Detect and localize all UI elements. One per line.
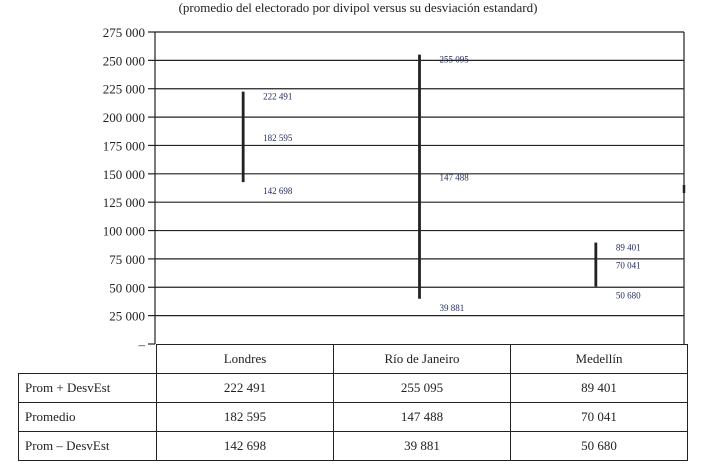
bar-value-label: 70 041	[616, 261, 641, 271]
bar-value-label: 182 595	[263, 133, 293, 143]
y-tick-label: 125 000	[103, 195, 145, 210]
table-header-cell: Medellín	[510, 344, 688, 374]
table-cell: 147 488	[333, 402, 511, 432]
bar-value-label: 39 881	[440, 303, 465, 313]
y-tick-label: 50 000	[109, 280, 145, 295]
table-corner	[18, 344, 157, 374]
y-tick-label: 200 000	[103, 110, 145, 125]
y-tick-label: 175 000	[103, 138, 145, 153]
table-row: Promedio 182 595 147 488 70 041	[18, 402, 688, 432]
y-tick-label: 100 000	[103, 224, 145, 239]
table-cell: 70 041	[510, 402, 688, 432]
bar-value-label: 222 491	[263, 92, 292, 102]
table-header-cell: Londres	[156, 344, 334, 374]
y-tick-label: 150 000	[103, 167, 145, 182]
bar-value-label: 255 095	[440, 55, 470, 65]
table-header-row: Londres Río de Janeiro Medellín	[18, 344, 688, 374]
bar-value-label: 50 680	[616, 291, 641, 301]
y-tick-label: 75 000	[109, 252, 145, 267]
table-cell: 222 491	[156, 373, 334, 403]
table-row: Prom – DesvEst 142 698 39 881 50 680	[18, 431, 688, 461]
row-label: Prom + DesvEst	[18, 373, 157, 403]
bar-value-label: 89 401	[616, 243, 641, 253]
bar-value-label: 142 698	[263, 186, 293, 196]
table-cell: 89 401	[510, 373, 688, 403]
table-cell: 39 881	[333, 431, 511, 461]
y-tick-label: 250 000	[103, 53, 145, 68]
y-tick-label: 225 000	[103, 82, 145, 97]
data-table: Londres Río de Janeiro Medellín Prom + D…	[18, 344, 688, 461]
y-tick-label: 275 000	[103, 25, 145, 40]
table-cell: 182 595	[156, 402, 334, 432]
table-cell: 255 095	[333, 373, 511, 403]
chart-subtitle: (promedio del electorado por divipol ver…	[178, 0, 538, 15]
table-cell: 50 680	[510, 431, 688, 461]
table-row: Prom + DesvEst 222 491 255 095 89 401	[18, 373, 688, 403]
table-header-cell: Río de Janeiro	[333, 344, 511, 374]
bar-value-label: 147 488	[440, 173, 470, 183]
table-cell: 142 698	[156, 431, 334, 461]
row-label: Prom – DesvEst	[18, 431, 157, 461]
row-label: Promedio	[18, 402, 157, 432]
y-tick-label: 25 000	[109, 309, 145, 324]
